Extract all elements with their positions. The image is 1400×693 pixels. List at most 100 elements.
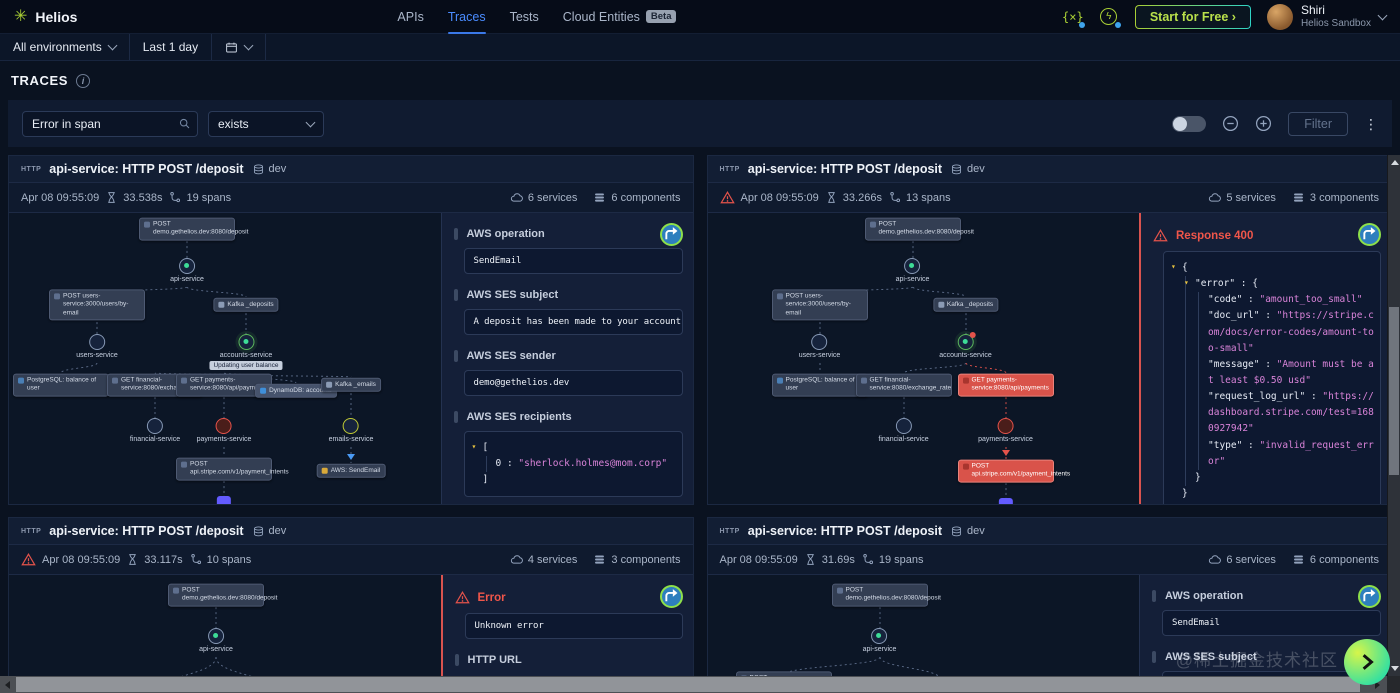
vertical-scroll-thumb[interactable]	[1389, 307, 1399, 475]
filter-button[interactable]: Filter	[1288, 111, 1348, 136]
nav-item-label: APIs	[397, 9, 424, 24]
trace-graph-node[interactable]: accounts-service	[939, 332, 992, 359]
section-title: AWS operation	[1165, 590, 1244, 602]
user-menu[interactable]: Shiri Helios Sandbox	[1266, 3, 1388, 30]
brand[interactable]: ✳ Helios	[14, 8, 77, 25]
attribute-value-box[interactable]: Unknown error	[464, 613, 683, 639]
attribute-value-box[interactable]: demo@gethelios.dev	[463, 370, 683, 396]
trace-graph-node[interactable]: Stripe	[215, 496, 233, 504]
trace-graph-node[interactable]: users-service	[76, 334, 118, 359]
trace-card[interactable]: HTTP api-service: HTTP POST /deposit dev Ap…	[8, 517, 694, 693]
nav-item-apis[interactable]: APIs	[397, 0, 423, 34]
trace-graph-node[interactable]: GET financial-service:8080/exchange_rate	[855, 373, 952, 397]
trace-graph-node[interactable]: payments-service	[978, 418, 1033, 443]
lightning-icon[interactable]: ϟ	[1099, 7, 1121, 28]
service-node-icon	[997, 418, 1014, 434]
node-label: PostgreSQL: balance of user	[785, 376, 855, 392]
goto-span-button[interactable]	[659, 223, 683, 246]
services-value: 6 services	[527, 191, 578, 204]
trace-graph-node[interactable]: Stripe	[996, 498, 1014, 504]
trace-title[interactable]: api-service: HTTP POST /deposit	[49, 524, 244, 538]
trace-graph-node[interactable]: emails-service	[329, 418, 373, 443]
attribute-value-box[interactable]: A deposit has been made to your account	[463, 309, 683, 335]
trace-card-title-row: HTTP api-service: HTTP POST /deposit dev	[9, 518, 693, 545]
start-for-free-button[interactable]: Start for Free ›	[1135, 5, 1251, 29]
trace-card[interactable]: HTTP api-service: HTTP POST /deposit dev Ap…	[706, 155, 1392, 505]
layers-icon	[252, 163, 265, 176]
trace-graph-node[interactable]: api-service	[896, 258, 929, 283]
trace-graph-node[interactable]: api-service	[170, 258, 204, 283]
error-dot	[969, 332, 976, 338]
horizontal-scrollbar[interactable]	[0, 676, 1400, 693]
trace-graph-node[interactable]: POST demo.gethelios.dev:8080/deposit	[139, 217, 248, 241]
trace-graph-node[interactable]: PostgreSQL: balance of user	[771, 373, 868, 397]
trace-graph-node[interactable]: api-service	[863, 628, 896, 653]
nav-item-traces[interactable]: Traces	[447, 0, 486, 34]
code-braces-icon[interactable]: {×}	[1062, 7, 1085, 28]
scroll-up-arrow[interactable]	[1391, 160, 1399, 165]
vertical-scrollbar[interactable]	[1387, 155, 1400, 676]
trace-graph-node[interactable]: Kafka _deposits	[932, 297, 999, 313]
trace-graph-node[interactable]: POST api.stripe.com/v1/payment_intents	[957, 459, 1070, 483]
service-node-icon	[871, 628, 888, 644]
trace-graph-node[interactable]: payments-service	[197, 418, 251, 443]
trace-span-count: 19 spans	[168, 191, 231, 204]
trace-graph[interactable]: POST demo.gethelios.dev:8080/deposit api-…	[9, 213, 441, 504]
trace-title[interactable]: api-service: HTTP POST /deposit	[747, 524, 943, 538]
trace-graph-node[interactable]: GET payments-service:8080/api/payments	[957, 373, 1054, 397]
trace-graph-node[interactable]: PostgreSQL: balance of user	[13, 373, 109, 397]
kebab-menu-icon[interactable]: ⋮	[1364, 115, 1378, 132]
time-range-select[interactable]: Last 1 day	[130, 34, 213, 60]
trace-graph-node[interactable]: DynamoDB: accounts	[255, 383, 337, 399]
info-icon[interactable]: i	[76, 73, 91, 88]
nav-item-cloud-entities[interactable]: Cloud Entities Beta	[563, 0, 677, 34]
trace-graph-node[interactable]: AWS: SendEmail	[316, 463, 386, 479]
trace-card[interactable]: HTTP api-service: HTTP POST /deposit dev Ap…	[8, 155, 694, 505]
horizontal-scroll-thumb[interactable]	[16, 677, 1360, 692]
trace-graph-node[interactable]: POST demo.gethelios.dev:8080/deposit	[864, 217, 974, 241]
zoom-out-icon[interactable]	[1222, 115, 1239, 132]
trace-card-title-row: HTTP api-service: HTTP POST /deposit dev	[707, 156, 1391, 183]
scroll-left-arrow[interactable]	[5, 681, 10, 689]
errors-only-toggle[interactable]	[1172, 115, 1207, 132]
trace-graph-node[interactable]: POST demo.gethelios.dev:8080/deposit	[168, 583, 277, 607]
scroll-down-arrow[interactable]	[1391, 666, 1399, 671]
caret-down-icon[interactable]: ▾	[1171, 262, 1176, 271]
operator-select[interactable]: exists	[208, 110, 324, 137]
trace-graph-node[interactable]: POST api.stripe.com/v1/payment_intents	[176, 457, 289, 481]
goto-span-button[interactable]	[659, 585, 683, 608]
scroll-right-arrow[interactable]	[1375, 681, 1380, 689]
trace-graph-node[interactable]: Kafka _emails	[321, 377, 381, 393]
caret-down-icon[interactable]: ▾	[1184, 278, 1189, 288]
trace-graph-node[interactable]: financial-service	[130, 418, 180, 443]
primary-nav: APIs Traces Tests Cloud Entities Beta	[397, 0, 677, 34]
json-line: ▾{	[1170, 260, 1374, 276]
trace-graph[interactable]: POST demo.gethelios.dev:8080/deposit api-…	[9, 575, 441, 693]
trace-graph-node[interactable]: Kafka _deposits	[213, 297, 279, 313]
attribute-value-box[interactable]: SendEmail	[1162, 610, 1381, 636]
trace-graph-node[interactable]: accounts-service Updating user balance	[209, 334, 283, 370]
nav-item-tests[interactable]: Tests	[510, 0, 539, 34]
trace-graph-node[interactable]: POST demo.gethelios.dev:8080/deposit	[831, 583, 941, 607]
trace-title[interactable]: api-service: HTTP POST /deposit	[747, 162, 943, 176]
attribute-value-box[interactable]: SendEmail	[463, 248, 683, 274]
caret-down-icon[interactable]: ▾	[471, 442, 477, 451]
trace-graph[interactable]: POST demo.gethelios.dev:8080/deposit api-…	[707, 213, 1139, 504]
trace-graph-node[interactable]: api-service	[199, 628, 233, 653]
zoom-in-icon[interactable]	[1255, 115, 1272, 132]
panel-section-label: AWS operation	[1152, 590, 1379, 602]
floating-next-button[interactable]	[1344, 639, 1390, 685]
trace-graph-node[interactable]: POST users-service:3000/users/by-email	[49, 289, 145, 321]
trace-graph-node[interactable]: POST users-service:3000/users/by-email	[771, 289, 868, 321]
trace-graph-node[interactable]: users-service	[799, 334, 840, 359]
environment-select[interactable]: All environments	[0, 34, 130, 60]
calendar-button[interactable]	[212, 34, 267, 60]
http-icon	[181, 461, 187, 468]
trace-title[interactable]: api-service: HTTP POST /deposit	[49, 162, 244, 176]
search-input[interactable]	[22, 110, 198, 137]
node-label: PostgreSQL: balance of user	[27, 376, 97, 392]
trace-graph-node[interactable]: financial-service	[878, 418, 929, 443]
goto-span-button[interactable]	[1358, 585, 1381, 608]
components-icon	[1292, 191, 1305, 204]
goto-span-button[interactable]	[1358, 223, 1381, 246]
